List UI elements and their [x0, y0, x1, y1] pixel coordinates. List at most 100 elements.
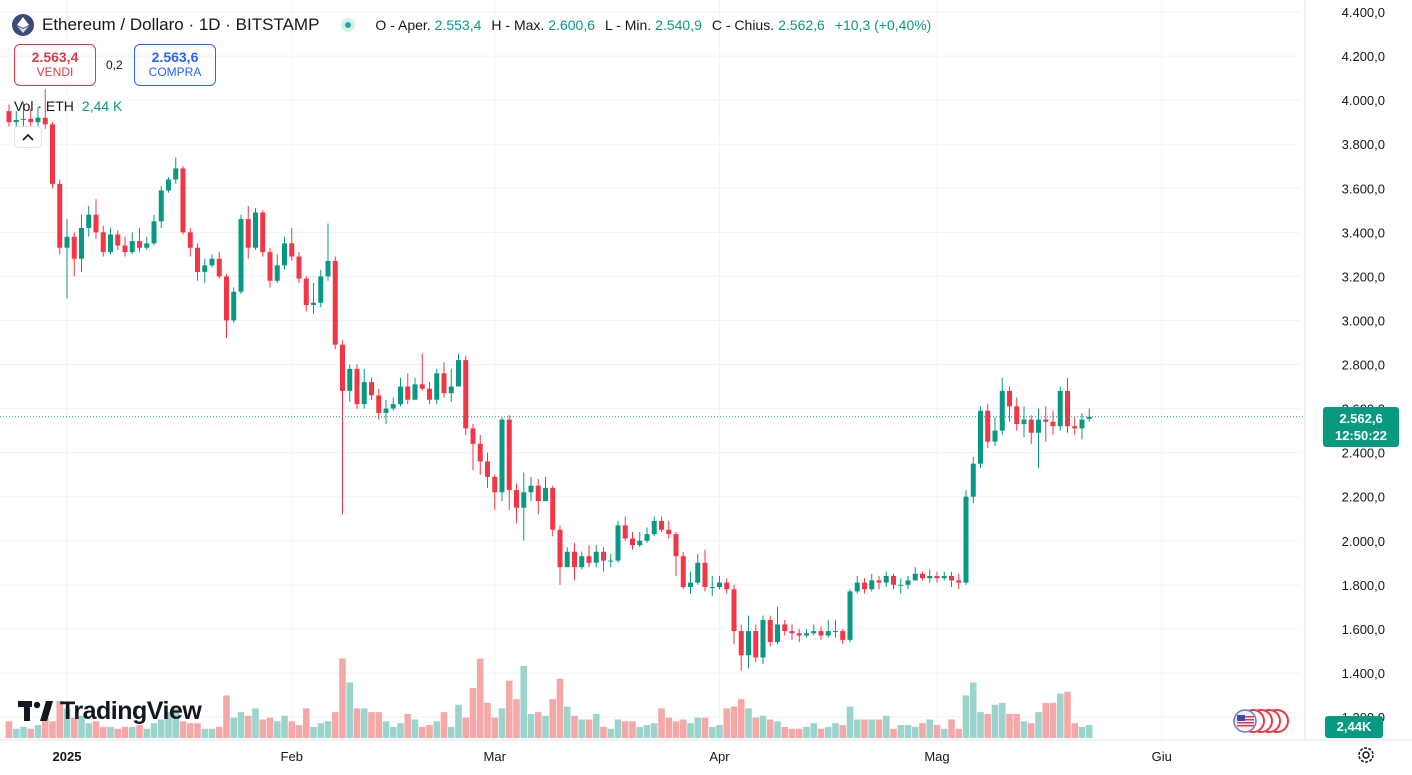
candle-body	[564, 551, 570, 568]
volume-bar	[56, 701, 64, 738]
candle-body	[825, 631, 831, 636]
candle-body	[311, 302, 316, 306]
volume-bar	[404, 713, 412, 738]
volume-bar	[1020, 721, 1028, 738]
candle-body	[470, 428, 476, 444]
volume-bar	[324, 721, 332, 738]
volume-bar	[201, 728, 209, 738]
candle-body	[231, 291, 237, 321]
volume-bar	[723, 708, 731, 738]
candle-body	[303, 278, 309, 306]
volume-bar	[853, 719, 861, 738]
volume-bar	[230, 717, 238, 738]
candle-body	[434, 373, 440, 400]
candle-body	[6, 111, 12, 123]
volume-bar	[426, 725, 433, 738]
time-tick-label: Mar	[484, 749, 507, 764]
volume-bar	[556, 678, 564, 738]
sell-button[interactable]: 2.563,4 VENDI	[14, 44, 96, 86]
candle-body	[956, 580, 962, 583]
volume-bar	[121, 726, 129, 738]
candle-body	[296, 256, 302, 279]
ohlc-legend: O - Aper. 2.553,4 H - Max. 2.600,6 L - Min…	[375, 17, 931, 33]
volume-bar	[948, 719, 955, 738]
volume-bar	[875, 719, 883, 738]
us-flag-icon[interactable]	[1233, 709, 1289, 733]
volume-bar	[157, 719, 165, 738]
candle-body	[1043, 419, 1049, 422]
buy-button[interactable]: 2.563,6 COMPRA	[134, 44, 216, 86]
volume-bar	[244, 715, 252, 738]
volume-legend[interactable]: Vol · ETH 2,44 K	[14, 98, 122, 114]
volume-bar	[861, 719, 868, 738]
candle-body	[514, 490, 519, 508]
volume-bar	[78, 715, 85, 738]
time-tick-label: Feb	[281, 749, 303, 764]
volume-bar	[455, 704, 462, 738]
price-tick-label: 2.800,0	[1342, 358, 1385, 373]
candle-body	[253, 212, 258, 248]
volume-bar	[810, 723, 818, 738]
volume-bar	[904, 725, 912, 738]
candle-body	[985, 410, 991, 442]
candle-body	[238, 219, 244, 292]
candle-body	[804, 633, 809, 636]
candle-body	[390, 404, 396, 409]
volume-bar	[447, 726, 455, 738]
candle-body	[1057, 390, 1063, 427]
candle-body	[543, 487, 548, 502]
volume-bar	[128, 726, 136, 738]
candle-body	[376, 395, 382, 413]
tradingview-wordmark: TradingView	[60, 697, 202, 725]
volume-bar	[563, 706, 571, 738]
candle-body	[216, 258, 222, 277]
volume-bar	[745, 708, 752, 738]
volume-value: 2,44 K	[81, 98, 123, 114]
candle-body	[195, 247, 200, 272]
volume-bar	[295, 725, 303, 738]
volume-bar	[962, 695, 970, 738]
volume-bar	[701, 717, 709, 738]
volume-bar	[658, 708, 665, 738]
candle-body	[173, 168, 179, 180]
symbol-header[interactable]: Ethereum / Dollaro · 1D · BITSTAMP O - A…	[12, 10, 931, 40]
candle-body	[572, 551, 577, 568]
time-axis[interactable]: 2025 Feb Mar Apr Mag Giu	[53, 749, 1172, 764]
last-price-value: 2.562,6	[1339, 411, 1383, 426]
volume-bar	[578, 719, 586, 738]
volume-bar	[527, 713, 535, 738]
volume-bar	[346, 682, 354, 738]
symbol-title[interactable]: Ethereum / Dollaro · 1D · BITSTAMP	[42, 15, 320, 34]
candle-body	[862, 582, 867, 590]
candle-body	[57, 183, 63, 248]
volume-bar	[998, 702, 1006, 738]
volume-bar	[281, 715, 288, 738]
candle-body	[71, 236, 77, 259]
candle-body	[978, 410, 983, 464]
last-volume-tag: 2,44K	[1325, 716, 1383, 738]
candle-body	[891, 576, 896, 585]
change-value: +10,3 (+0,40%)	[834, 17, 932, 33]
volume-bar	[730, 706, 738, 738]
volume-bar	[310, 726, 317, 738]
candle-body	[318, 276, 324, 303]
candle-body	[941, 576, 947, 579]
candle-body	[521, 492, 527, 508]
collapse-legend-button[interactable]	[14, 126, 42, 148]
grid-lines	[0, 0, 1300, 740]
candle-body	[108, 234, 113, 253]
volume-bar	[933, 725, 941, 738]
spread-value: 0,2	[106, 58, 123, 72]
candle-body	[274, 265, 280, 281]
volume-bar	[1085, 725, 1093, 738]
volume-bar	[803, 726, 810, 738]
volume-bar	[1035, 712, 1042, 738]
candle-body	[586, 556, 592, 563]
volume-bar	[621, 721, 629, 738]
high-value: 2.600,6	[548, 17, 595, 33]
candle-body	[122, 245, 128, 253]
gear-icon[interactable]	[1356, 745, 1376, 765]
candle-body	[905, 580, 911, 585]
tradingview-logo[interactable]: TradingView	[18, 697, 202, 726]
